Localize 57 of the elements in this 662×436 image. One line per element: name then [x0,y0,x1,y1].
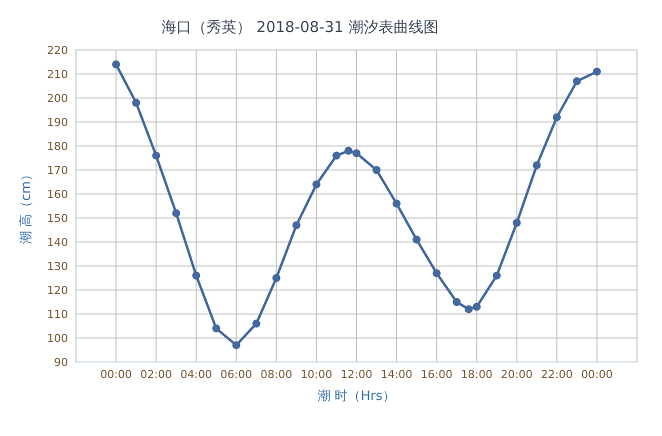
y-tick-label: 210 [47,68,68,81]
point [452,298,461,306]
point [412,236,421,244]
point [212,324,220,332]
y-tick-label: 160 [47,188,68,201]
x-tick-label: 00:00 [100,368,132,381]
y-tick-label: 200 [47,92,68,105]
y-tick-label: 190 [47,116,68,129]
point [432,269,441,278]
point [472,302,481,311]
y-tick-label: 100 [47,332,68,345]
x-tick-label: 06:00 [220,368,252,381]
x-tick-label: 08:00 [260,368,292,381]
x-tick-label: 00:00 [581,368,613,381]
point [532,161,541,170]
y-tick-label: 120 [47,284,68,297]
y-tick-label: 90 [54,356,68,369]
y-tick-label: 110 [47,308,68,321]
x-tick-label: 04:00 [180,368,212,381]
point [192,272,200,280]
x-tick-label: 10:00 [300,368,332,381]
point [344,146,352,155]
point [232,341,240,350]
point [512,218,521,227]
point [132,98,140,107]
y-tick-label: 170 [47,164,68,177]
x-axis-title: 潮 时（Hrs） [317,389,396,404]
point [372,166,381,174]
point [292,221,300,230]
x-tick-label: 12:00 [340,368,372,381]
x-tick-label: 16:00 [420,368,452,381]
point [592,68,601,76]
point [572,77,581,86]
x-tick-label: 22:00 [541,368,573,381]
chart-title: 海口（秀英） 2018-08-31 潮汐表曲线图 [162,18,438,36]
y-tick-label: 130 [47,260,68,273]
point [492,272,501,280]
point [392,200,401,208]
y-tick-label: 140 [47,236,68,249]
point [464,305,473,314]
point [152,152,160,160]
y-axis-title: 潮 高（cm） [18,168,34,244]
y-tick-label: 180 [47,140,68,153]
point [312,180,320,188]
x-tick-label: 14:00 [380,368,412,381]
point [272,274,280,282]
y-tick-label: 220 [47,44,68,57]
y-tick-label: 150 [47,212,68,225]
point [352,149,360,158]
point [112,60,120,68]
point [552,113,561,122]
point [332,152,340,160]
x-tick-label: 20:00 [500,368,533,381]
point [252,320,260,328]
x-tick-label: 02:00 [140,368,172,381]
point [172,209,180,218]
x-tick-label: 18:00 [460,368,493,381]
